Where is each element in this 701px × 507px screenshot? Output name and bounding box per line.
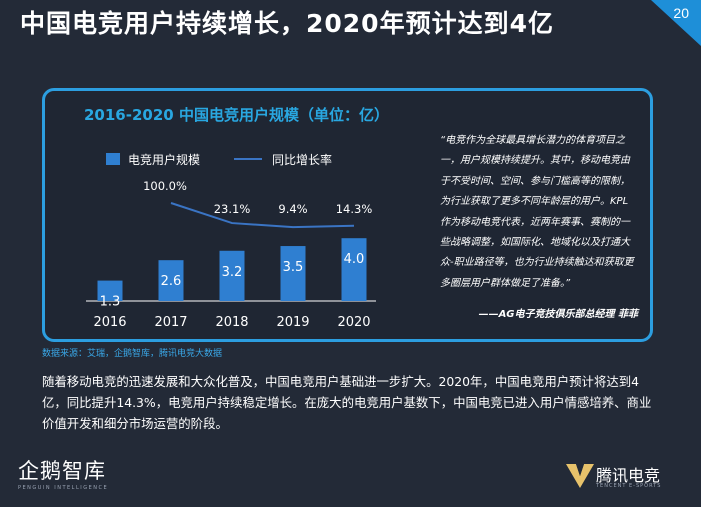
page-number: 20 [673, 5, 689, 21]
x-tick-2016: 2016 [93, 315, 126, 330]
bar-label-2020: 4.0 [344, 252, 365, 267]
left-logo-cn: 企鹅智库 [18, 459, 106, 483]
growth-label-2019: 9.4% [278, 202, 307, 216]
tencent-esports-mark-icon [566, 464, 594, 488]
bar-2018 [219, 250, 245, 301]
growth-label-2017: 100.0% [143, 179, 187, 193]
right-logo-cn: 腾讯电竞 [596, 466, 661, 485]
x-tick-2018: 2018 [215, 315, 248, 330]
growth-rate-line [170, 202, 355, 229]
left-logo-en: PENGUIN INTELLIGENCE [18, 485, 109, 491]
chart-legend: 电竞用户规模 同比增长率 [106, 152, 332, 167]
quote-text: “电竞作为全球最具增长潜力的体育项目之一，用户规模持续提升。其中，移动电竞由于不… [440, 135, 634, 289]
legend-bar-swatch [106, 153, 120, 165]
bar-2017 [158, 260, 184, 301]
penguin-intelligence-logo: 企鹅智库 PENGUIN INTELLIGENCE [18, 455, 108, 491]
user-scale-chart: 电竞用户规模 同比增长率 1.3 2.6 3.2 3.5 4.0 100.0% 23.1%… [86, 152, 376, 330]
bar-2016 [97, 280, 123, 301]
bar-label-2019: 3.5 [283, 260, 304, 275]
x-tick-2019: 2019 [276, 315, 309, 330]
growth-label-2020: 14.3% [336, 202, 373, 216]
page-title: 中国电竞用户持续增长，2020年预计达到4亿 [20, 9, 554, 38]
page-number-badge: 20 [643, 0, 701, 46]
bar-label-2016: 1.3 [100, 295, 121, 310]
x-tick-2020: 2020 [337, 315, 370, 330]
bar-2019 [280, 246, 306, 301]
body-paragraph: 随着移动电竞的迅速发展和大众化普及，中国电竞用户基础进一步扩大。2020年，中国… [42, 374, 652, 431]
bar-label-2018: 3.2 [222, 265, 243, 280]
growth-label-2018: 23.1% [214, 202, 251, 216]
bar-2020 [341, 238, 367, 301]
right-logo-en: TENCENT E-SPORTS [596, 483, 662, 489]
legend-bar-label: 电竞用户规模 [128, 152, 200, 167]
chart-title: 2016-2020 中国电竞用户规模（单位：亿） [84, 106, 389, 124]
data-source: 数据来源：艾瑞，企鹅智库，腾讯电竞大数据 [42, 349, 223, 359]
bar-label-2017: 2.6 [161, 274, 182, 289]
quote-author: ——AG电子竞技俱乐部总经理 菲菲 [478, 309, 638, 320]
x-tick-2017: 2017 [154, 315, 187, 330]
legend-line-label: 同比增长率 [272, 152, 332, 167]
